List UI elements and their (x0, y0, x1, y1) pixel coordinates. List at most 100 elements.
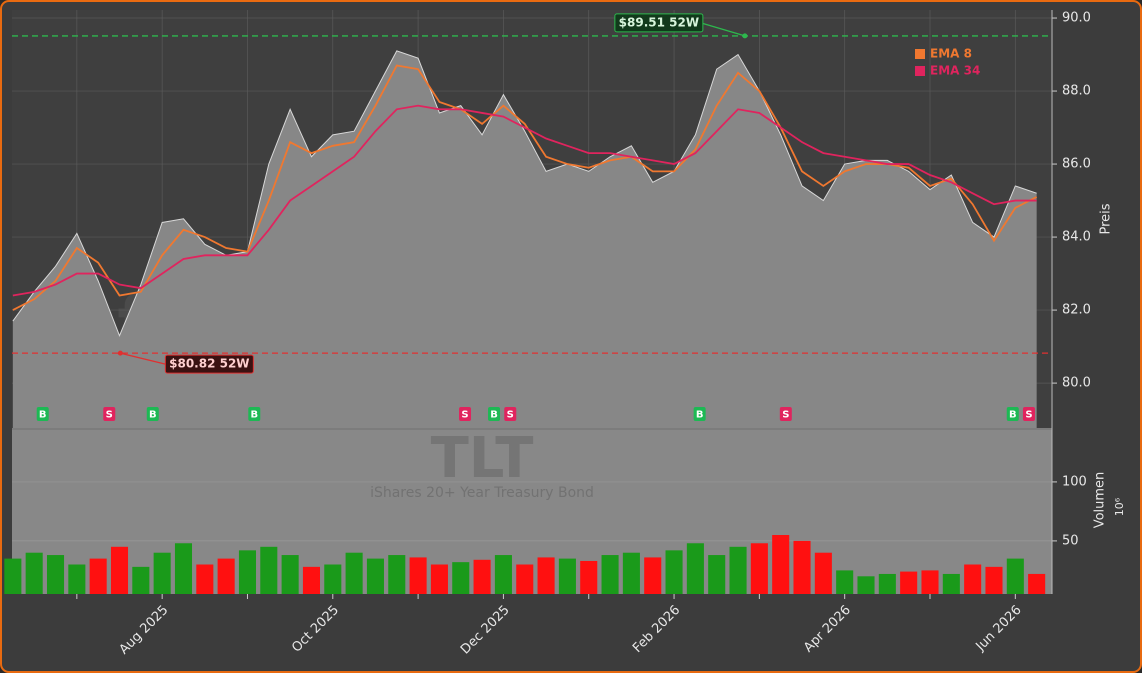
signal-label: B (39, 410, 47, 421)
volume-bar (324, 564, 342, 594)
signal-label: B (250, 410, 258, 421)
signal-marker (488, 407, 501, 421)
volume-bar (750, 543, 768, 594)
volume-bar (46, 555, 65, 594)
volume-bar (558, 558, 576, 594)
legend-label: EMA 8 (930, 47, 972, 61)
signal-marker (146, 407, 159, 421)
volume-bar (281, 555, 299, 594)
signal-label: S (507, 410, 514, 421)
volume-bar (260, 546, 278, 594)
legend-swatch (915, 66, 925, 76)
signal-marker (36, 407, 49, 421)
signal-label: B (149, 410, 157, 421)
subtitle-watermark: iShares 20+ Year Treasury Bond (370, 485, 594, 501)
y-axis-label: Preis (1099, 203, 1114, 234)
volume-bar (857, 576, 875, 594)
volume-bar (110, 546, 129, 594)
annotation-box (614, 13, 704, 33)
volume-bar (68, 564, 86, 594)
legend-label: EMA 34 (930, 64, 980, 78)
y2-axis-label: Volumen (1093, 472, 1108, 529)
volume-bar (900, 571, 918, 594)
volume-bar (430, 564, 448, 594)
y-tick-label: 90.0 (1062, 11, 1091, 26)
ema-line (12, 64, 1038, 311)
volume-bar (25, 552, 43, 594)
y-tick-label: 82.0 (1062, 303, 1091, 318)
volume-bar (1006, 558, 1024, 594)
volume-bar (601, 555, 619, 594)
volume-bar (494, 555, 512, 594)
signal-marker (693, 407, 706, 421)
y2-unit: 10⁶ (1113, 497, 1126, 516)
volume-bar (985, 566, 1003, 594)
y-tick-label: 88.0 (1062, 84, 1091, 99)
volume-bar (174, 543, 193, 594)
annotation-box (164, 354, 254, 374)
signal-label: S (106, 410, 113, 421)
volume-bar (217, 558, 235, 594)
volume-bar (964, 564, 982, 594)
y2-tick-label: 100 (1062, 474, 1087, 489)
price-area (12, 50, 1037, 429)
y-tick-label: 86.0 (1062, 157, 1091, 172)
signal-label: S (1025, 410, 1032, 421)
volume-bar (665, 550, 683, 594)
ema-line (12, 104, 1037, 297)
volume-bar (814, 552, 832, 594)
volume-bar (4, 558, 22, 594)
signal-marker (459, 407, 472, 421)
volume-bar (238, 550, 257, 594)
annotation-arrow (120, 352, 166, 365)
volume-bar (452, 562, 470, 594)
volume-bar (409, 557, 427, 594)
volume-bar (388, 555, 406, 594)
signal-marker (248, 407, 261, 421)
signal-marker (1022, 407, 1035, 421)
signal-marker (779, 407, 792, 421)
volume-bar (1028, 573, 1046, 594)
volume-bar (836, 570, 854, 594)
signal-marker (504, 407, 517, 421)
signal-label: S (461, 410, 468, 421)
annotation-label: $80.82 52W (169, 357, 249, 371)
annotation-point (117, 350, 123, 356)
volume-bar (793, 540, 811, 594)
volume-bar (878, 573, 896, 594)
signal-label: B (1009, 410, 1017, 421)
y-tick-label: 84.0 (1062, 230, 1091, 245)
annotation-label: $89.51 52W (619, 15, 699, 29)
volume-bar (473, 559, 491, 594)
legend-swatch (915, 49, 925, 59)
volume-bar (196, 564, 214, 594)
annotation-arrow (700, 22, 746, 37)
volume-bar (302, 566, 320, 594)
volume-bar (622, 552, 640, 594)
signal-label: S (782, 410, 789, 421)
volume-bar (89, 558, 107, 594)
volume-bar (366, 558, 384, 594)
volume-bar (537, 557, 555, 594)
volume-bar (644, 557, 662, 594)
y2-tick-label: 50 (1062, 533, 1079, 548)
volume-bar (708, 555, 726, 594)
volume-bar (345, 552, 363, 594)
signal-marker (1006, 407, 1019, 421)
volume-bar (729, 546, 747, 594)
annotation-point (742, 33, 748, 39)
symbol-watermark: TLT (431, 426, 534, 491)
volume-bar (580, 560, 598, 594)
volume-bar (153, 552, 171, 594)
signal-label: B (696, 410, 704, 421)
volume-bar (772, 535, 790, 594)
volume-bar (132, 566, 150, 594)
y-tick-label: 80.0 (1062, 376, 1091, 391)
signal-label: B (490, 410, 498, 421)
volume-bar (686, 543, 704, 594)
signal-marker (103, 407, 116, 421)
volume-bar (516, 564, 534, 594)
volume-bar (921, 570, 939, 594)
volume-bar (942, 573, 960, 594)
